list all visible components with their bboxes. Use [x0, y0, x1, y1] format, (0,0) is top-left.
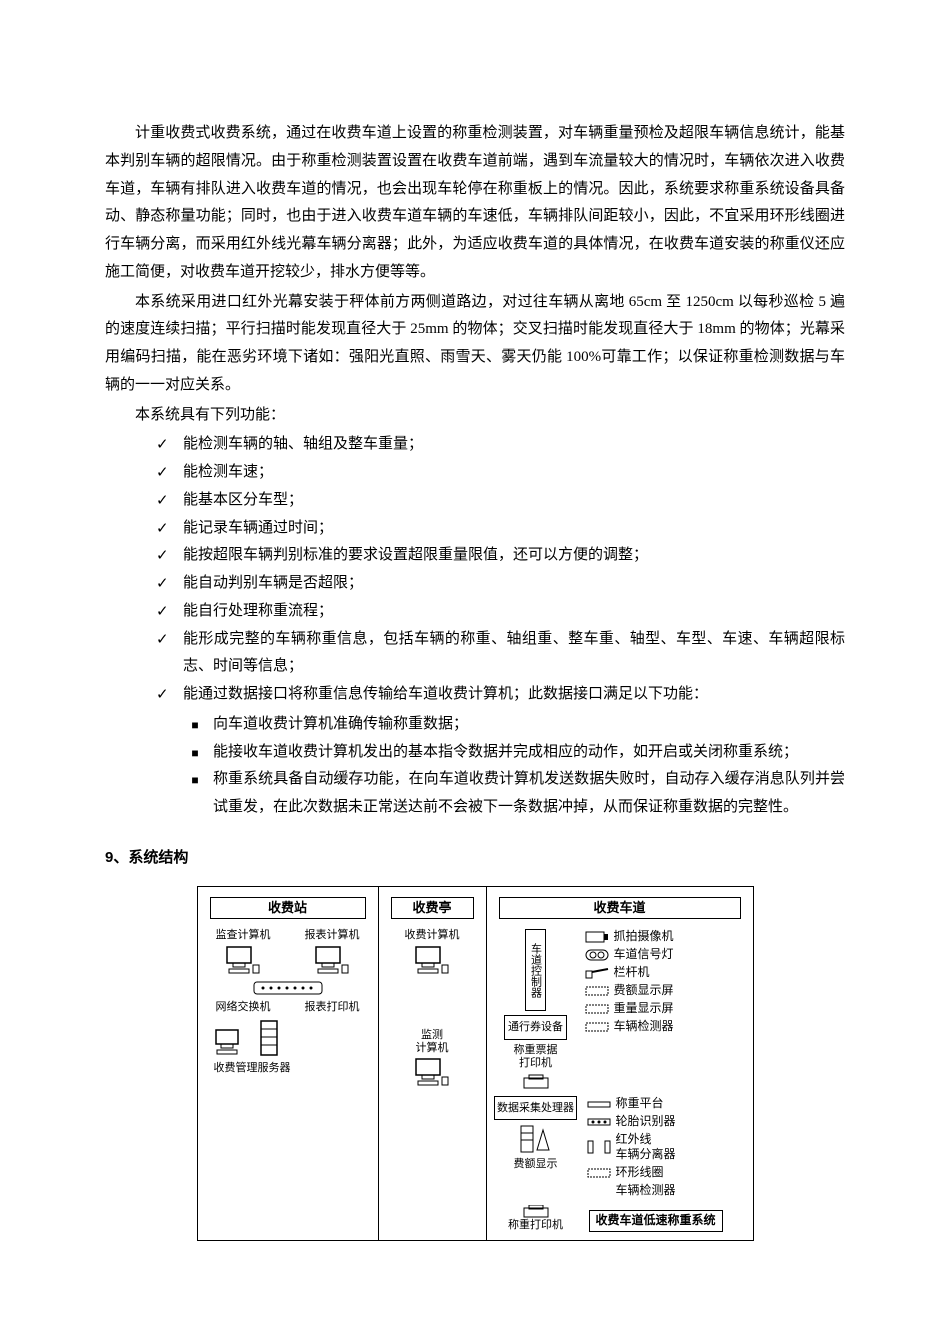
- label: 监测计算机: [416, 1029, 449, 1055]
- label: 通行券设备: [504, 1015, 567, 1039]
- monitor-icon: [214, 1028, 246, 1056]
- check-item: 能自行处理称重流程；: [183, 598, 845, 626]
- label: 报表打印机: [305, 1001, 360, 1014]
- detector-icon: [585, 1022, 609, 1032]
- label: 收费计算机: [405, 929, 460, 942]
- label: 车辆检测器: [614, 1019, 674, 1034]
- label: 收费管理服务器: [204, 1062, 372, 1075]
- sub-item: 能接收车道收费计算机发出的基本指令数据并完成相应的动作，如开启或关闭称重系统；: [213, 739, 845, 767]
- label: 数据采集处理器: [494, 1096, 577, 1120]
- signal-icon: [585, 949, 609, 961]
- monitor-icon: [225, 945, 261, 975]
- loop-icon: [587, 1168, 611, 1178]
- label: 车辆检测器: [616, 1183, 676, 1198]
- monitor-icon: [414, 1057, 450, 1087]
- sub-item: 称重系统具备自动缓存功能，在向车道收费计算机发送数据失败时，自动存入缓存消息队列…: [213, 766, 845, 822]
- label: 栏杆机: [614, 965, 650, 980]
- diagram-col-booth: 收费亭 收费计算机 监测计算机: [379, 887, 487, 1240]
- monitor-icon: [414, 945, 450, 975]
- label: 环形线圈: [616, 1165, 664, 1180]
- paragraph-2: 本系统采用进口红外光幕安装于秤体前方两侧道路边，对过往车辆从离地 65cm 至 …: [105, 289, 845, 400]
- label: 车道信号灯: [614, 947, 674, 962]
- barrier-icon: [585, 967, 609, 979]
- sub-feature-list: 向车道收费计算机准确传输称重数据； 能接收车道收费计算机发出的基本指令数据并完成…: [105, 711, 845, 822]
- col-head: 收费站: [210, 897, 366, 920]
- check-item: 能自动判别车辆是否超限；: [183, 570, 845, 598]
- diagram-col-lane: 收费车道 车道控制器 通行券设备 称重票据打印机 抓拍摄像机 车道信号灯 栏杆机: [487, 887, 753, 1240]
- printer-icon: [523, 1074, 549, 1090]
- label: 称重打印机: [508, 1219, 563, 1232]
- label: 报表计算机: [305, 929, 360, 942]
- label: 网络交换机: [216, 1001, 271, 1014]
- device-list: 抓拍摄像机 车道信号灯 栏杆机 费额显示屏 重量显示屏 车辆检测器: [585, 929, 747, 1090]
- weigh-system-box: 收费车道低速称重系统: [589, 1210, 723, 1232]
- label: 称重平台: [616, 1096, 664, 1111]
- label: 监查计算机: [216, 929, 271, 942]
- printer-icon: [523, 1205, 549, 1219]
- paragraph-3: 本系统具有下列功能：: [105, 402, 845, 430]
- label: 红外线车辆分离器: [616, 1132, 676, 1162]
- label: 费额显示: [514, 1158, 558, 1171]
- switch-icon: [253, 981, 323, 995]
- check-item: 能记录车辆通过时间；: [183, 515, 845, 543]
- feature-checklist: 能检测车辆的轴、轴组及整车重量； 能检测车速； 能基本区分车型； 能记录车辆通过…: [105, 431, 845, 709]
- label: 重量显示屏: [614, 1001, 674, 1016]
- monitor-icon: [314, 945, 350, 975]
- dap-icon: [519, 1124, 553, 1154]
- col-head: 收费车道: [499, 897, 741, 920]
- check-item: 能检测车辆的轴、轴组及整车重量；: [183, 431, 845, 459]
- label: 称重票据打印机: [514, 1044, 558, 1070]
- lane-controller-box: 车道控制器: [525, 929, 545, 1011]
- label: 费额显示屏: [614, 983, 674, 998]
- check-item: 能基本区分车型；: [183, 487, 845, 515]
- tire-icon: [587, 1117, 611, 1127]
- device-list-2: 称重平台 轮胎识别器 红外线车辆分离器 环形线圈 车辆检测器: [587, 1096, 676, 1198]
- section-heading: 9、系统结构: [105, 844, 845, 872]
- sub-item: 向车道收费计算机准确传输称重数据；: [213, 711, 845, 739]
- system-diagram: 收费站 监查计算机 报表计算机 网络交换机 报表打印机: [197, 886, 754, 1241]
- ir-icon: [587, 1140, 611, 1154]
- check-item: 能通过数据接口将称重信息传输给车道收费计算机；此数据接口满足以下功能：: [183, 681, 845, 709]
- camera-icon: [585, 931, 609, 943]
- display-icon: [585, 986, 609, 996]
- diagram-col-station: 收费站 监查计算机 报表计算机 网络交换机 报表打印机: [198, 887, 379, 1240]
- col-head: 收费亭: [391, 897, 474, 920]
- check-item: 能检测车速；: [183, 459, 845, 487]
- check-item: 能按超限车辆判别标准的要求设置超限重量限值，还可以方便的调整；: [183, 542, 845, 570]
- label: 抓拍摄像机: [614, 929, 674, 944]
- server-icon: [260, 1020, 278, 1056]
- label: 轮胎识别器: [616, 1114, 676, 1129]
- display-icon: [585, 1004, 609, 1014]
- paragraph-1: 计重收费式收费系统，通过在收费车道上设置的称重检测装置，对车辆重量预检及超限车辆…: [105, 120, 845, 287]
- check-item: 能形成完整的车辆称重信息，包括车辆的称重、轴组重、整车重、轴型、车型、车速、车辆…: [183, 626, 845, 682]
- platform-icon: [587, 1099, 611, 1109]
